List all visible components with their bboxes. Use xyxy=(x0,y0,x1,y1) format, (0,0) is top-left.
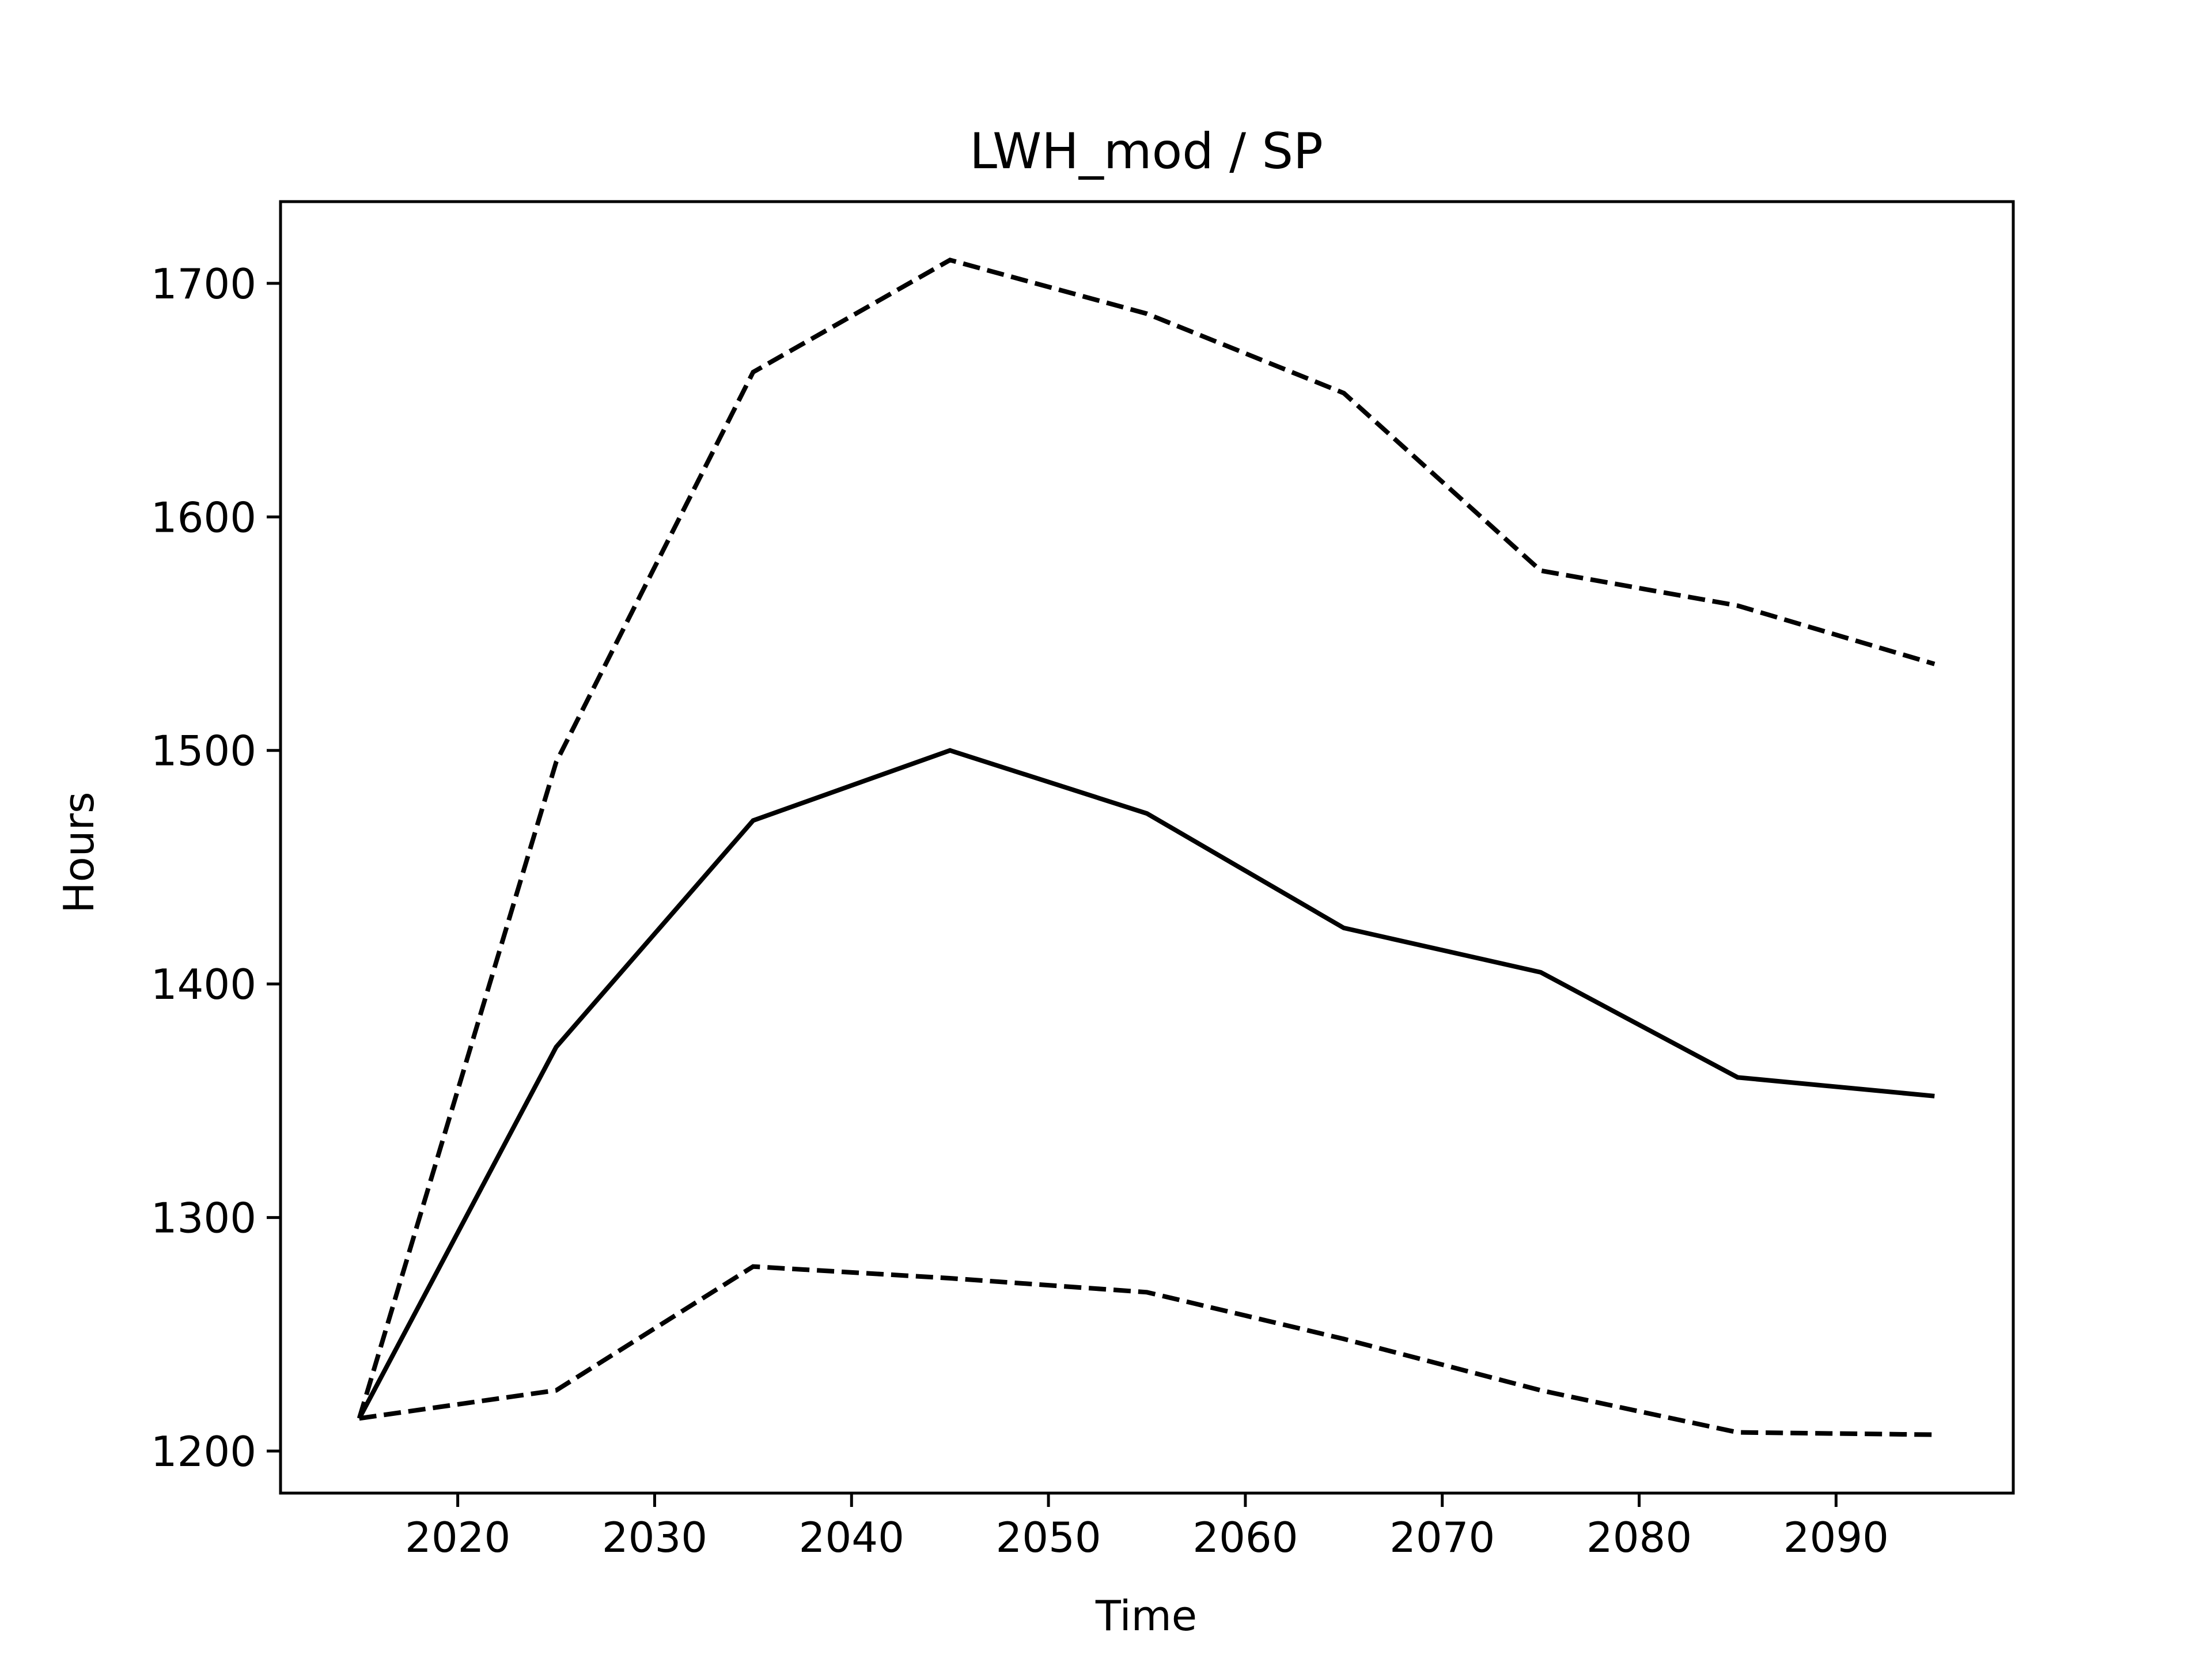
y-axis: 1200 1300 1400 1500 1600 1700 xyxy=(151,260,281,1476)
series-layer xyxy=(357,257,1936,1437)
y-tick-label-4: 1600 xyxy=(151,493,256,541)
chart-title: LWH_mod / SP xyxy=(969,123,1323,180)
series-line-2 xyxy=(359,1264,1935,1437)
y-axis-label: Hours xyxy=(55,792,103,914)
series-line-0 xyxy=(357,257,1936,1419)
x-tick-label-4: 2060 xyxy=(1192,1513,1298,1562)
y-tick-label-1: 1300 xyxy=(151,1194,256,1243)
x-tick-label-1: 2030 xyxy=(602,1513,707,1562)
y-tick-label-3: 1500 xyxy=(151,727,256,775)
y-tick-label-0: 1200 xyxy=(151,1427,256,1476)
x-tick-label-2: 2040 xyxy=(799,1513,904,1562)
x-axis-label: Time xyxy=(1095,1592,1197,1640)
x-tick-label-6: 2080 xyxy=(1586,1513,1692,1562)
x-tick-label-0: 2020 xyxy=(405,1513,510,1562)
x-axis: 2020 2030 2040 2050 2060 2070 2080 2090 xyxy=(405,1493,1889,1562)
series-line-1 xyxy=(357,748,1935,1420)
y-tick-label-5: 1700 xyxy=(151,260,256,308)
x-tick-label-5: 2070 xyxy=(1389,1513,1495,1562)
plot-frame xyxy=(279,200,2015,1495)
x-tick-label-3: 2050 xyxy=(995,1513,1101,1562)
y-tick-label-2: 1400 xyxy=(151,960,256,1009)
x-tick-label-7: 2090 xyxy=(1783,1513,1889,1562)
